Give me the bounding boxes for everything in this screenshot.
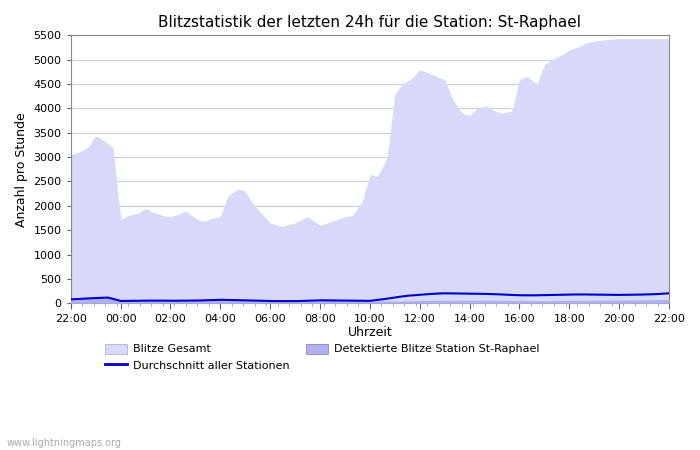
Y-axis label: Anzahl pro Stunde: Anzahl pro Stunde	[15, 112, 28, 227]
Title: Blitzstatistik der letzten 24h für die Station: St-Raphael: Blitzstatistik der letzten 24h für die S…	[158, 15, 582, 30]
Text: www.lightningmaps.org: www.lightningmaps.org	[7, 438, 122, 448]
Legend: Blitze Gesamt, Durchschnitt aller Stationen, Detektierte Blitze Station St-Rapha: Blitze Gesamt, Durchschnitt aller Statio…	[105, 344, 539, 371]
X-axis label: Uhrzeit: Uhrzeit	[347, 327, 392, 339]
